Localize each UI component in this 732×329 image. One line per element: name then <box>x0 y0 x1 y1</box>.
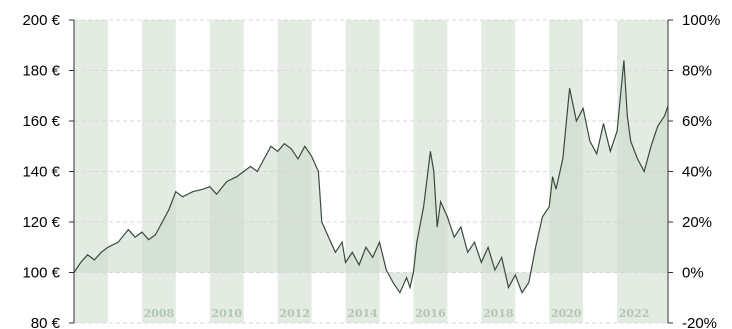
right-tick-label: 80% <box>682 63 712 80</box>
left-tick-label: 80 € <box>31 315 61 329</box>
x-tick-label: 2014 <box>347 307 378 320</box>
left-tick-label: 140 € <box>22 164 60 181</box>
x-axis-labels: 2008 2010 2012 2014 2016 2018 2020 2022 <box>144 307 650 320</box>
right-axis-ticks: 100% 80% 60% 40% 20% 0% -20% <box>668 12 720 329</box>
x-tick-label: 2016 <box>415 307 446 320</box>
x-tick-label: 2012 <box>279 307 310 320</box>
left-axis-ticks: 200 € 180 € 160 € 140 € 120 € 100 € 80 € <box>22 12 74 329</box>
right-tick-label: 60% <box>682 113 712 130</box>
right-tick-label: -20% <box>682 315 717 329</box>
right-tick-label: 40% <box>682 164 712 181</box>
left-tick-label: 100 € <box>22 265 60 282</box>
x-tick-label: 2018 <box>483 307 514 320</box>
x-tick-label: 2008 <box>144 307 175 320</box>
left-tick-label: 200 € <box>22 12 60 29</box>
left-tick-label: 160 € <box>22 113 60 130</box>
x-tick-label: 2022 <box>619 307 650 320</box>
left-tick-label: 180 € <box>22 63 60 80</box>
right-tick-label: 20% <box>682 214 712 231</box>
x-tick-label: 2020 <box>551 307 582 320</box>
price-area <box>74 60 668 293</box>
left-tick-label: 120 € <box>22 214 60 231</box>
right-tick-label: 100% <box>682 12 720 29</box>
x-tick-label: 2010 <box>211 307 242 320</box>
right-tick-label: 0% <box>682 265 704 282</box>
price-line <box>73 60 669 294</box>
